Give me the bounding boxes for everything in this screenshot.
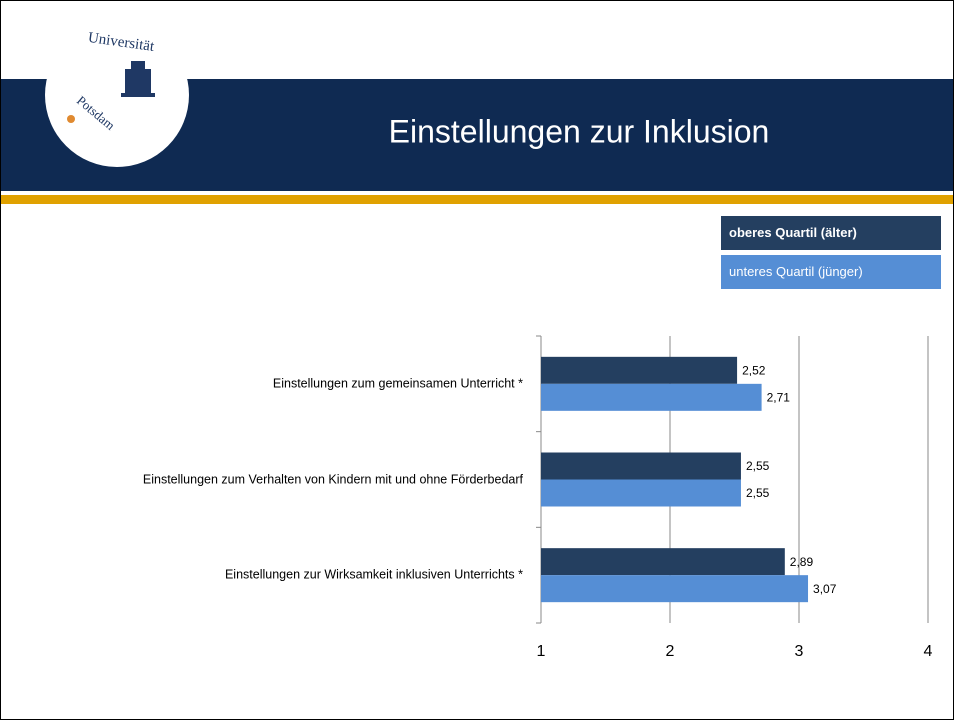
bar: [541, 479, 741, 507]
category-label: Einstellungen zur Wirksamkeit inklusiven…: [224, 567, 523, 582]
legend-entry: unteres Quartil (jünger): [721, 255, 941, 289]
x-tick-label: 4: [924, 643, 933, 660]
bar: [541, 452, 741, 480]
bar: [541, 383, 762, 411]
bar: [541, 356, 738, 384]
data-label: 2,89: [790, 555, 814, 569]
slide-title: Einstellungen zur Inklusion: [389, 113, 770, 149]
bar: [541, 548, 785, 576]
bar: [541, 575, 809, 603]
logo-building: [121, 61, 155, 97]
data-label: 3,07: [813, 582, 837, 596]
category-label: Einstellungen zum Verhalten von Kindern …: [142, 472, 523, 486]
x-tick-label: 3: [795, 643, 804, 660]
category-label: Einstellungen zum gemeinsamen Unterricht…: [272, 376, 523, 391]
logo-dot: [67, 115, 75, 123]
data-label: 2,52: [742, 364, 766, 378]
data-label: 2,55: [746, 459, 770, 473]
legend-entry: oberes Quartil (älter): [721, 216, 941, 250]
data-label: 2,55: [746, 486, 770, 500]
x-tick-label: 2: [666, 643, 675, 660]
logo-circle: [45, 23, 189, 167]
accent-line: [1, 195, 953, 204]
x-tick-label: 1: [537, 643, 546, 660]
data-label: 2,71: [767, 391, 791, 405]
